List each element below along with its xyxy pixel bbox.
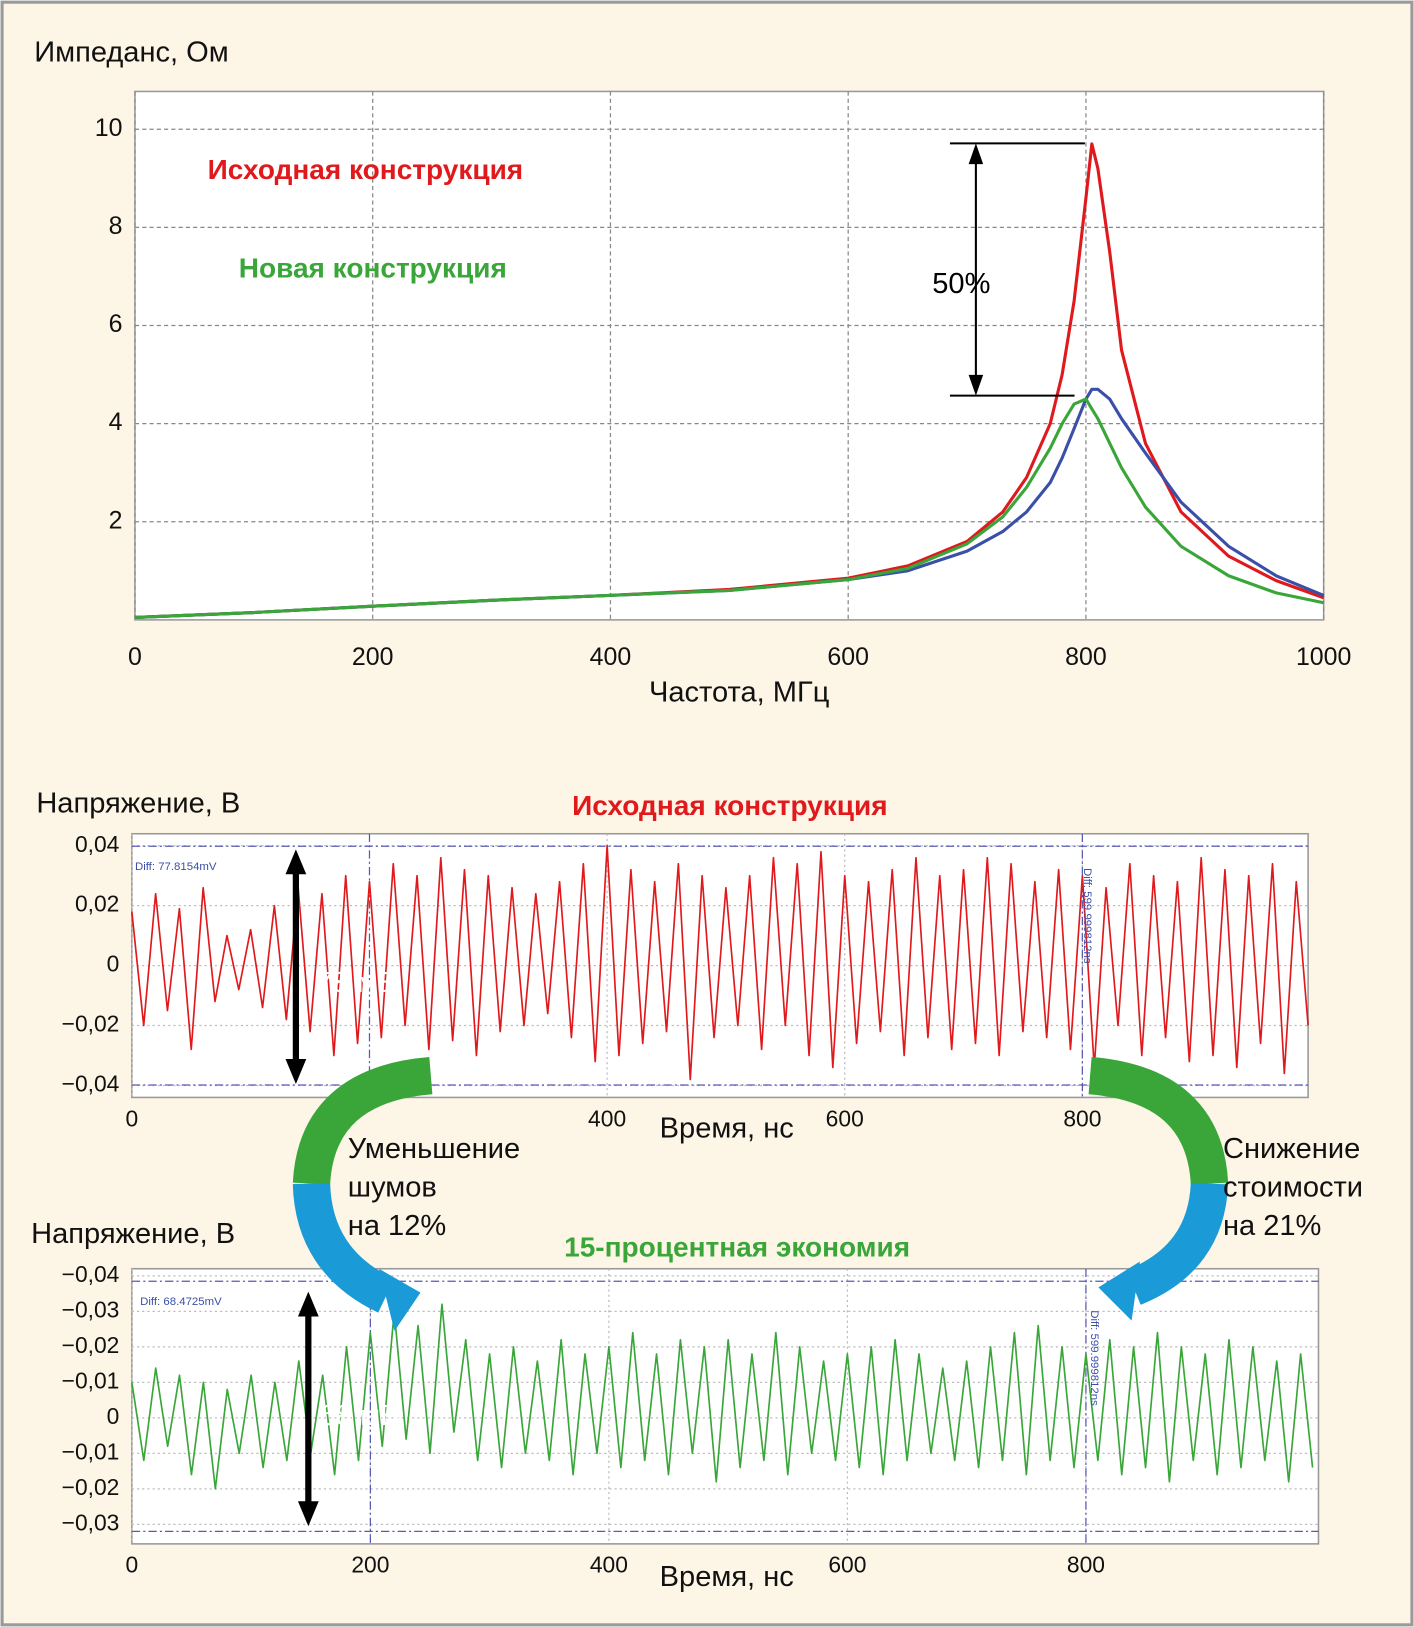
- plot-area: [134, 90, 1325, 621]
- x-tick-label: 200: [352, 643, 394, 671]
- x-tick-label: 400: [590, 643, 632, 671]
- y-tick-label: 10: [95, 114, 123, 142]
- x-tick-label: 600: [826, 1105, 864, 1131]
- y-tick-label: 8: [109, 212, 123, 240]
- y-tick-label: −0,04: [62, 1070, 120, 1096]
- annotation: Diff: 599.999812ns: [1088, 1310, 1100, 1406]
- y-tick-label: 6: [109, 310, 123, 338]
- x-tick-label: 1000: [1296, 643, 1351, 671]
- x-tick-label: 0: [125, 1105, 138, 1131]
- arrow-head: [968, 143, 984, 165]
- curved-arrow: [1088, 1057, 1229, 1186]
- x-tick-label: 800: [1065, 643, 1107, 671]
- y-tick-label: −0,03: [62, 1296, 120, 1322]
- legend-label: Новая конструкция: [239, 252, 507, 283]
- arrow-note: на 12%: [348, 1210, 446, 1242]
- arrow-head: [285, 849, 307, 875]
- x-tick-label: 800: [1063, 1105, 1101, 1131]
- y-tick-label: −0,01: [62, 1438, 120, 1464]
- curved-arrow: [292, 1182, 395, 1313]
- y-tick-label: −0,02: [62, 1011, 120, 1037]
- chart: −0,04−0,03−0,02−0,010−0,01−0,02−0,030 200…: [31, 1218, 1320, 1593]
- y-tick-label: 0: [107, 951, 120, 977]
- arrow-note: стоимости: [1223, 1171, 1363, 1203]
- arrow-head: [968, 374, 984, 396]
- arrow-head: [297, 1291, 319, 1317]
- x-tick-label: 600: [827, 643, 869, 671]
- y-tick-label: 0,02: [75, 891, 119, 917]
- arrow-note: шумов: [348, 1171, 437, 1203]
- data-line: [131, 1303, 1314, 1490]
- arrow-head: [378, 1268, 421, 1332]
- x-tick-label: 400: [590, 1552, 628, 1578]
- x-axis-label: Время, нс: [660, 1561, 794, 1593]
- arrow-head: [297, 1501, 319, 1527]
- annotation: Diff: 77.8154mV: [135, 861, 217, 873]
- x-tick-label: 0: [125, 1552, 138, 1578]
- x-axis-label: Время, нс: [660, 1112, 794, 1144]
- arrow-note: Уменьшение: [348, 1133, 520, 1165]
- charts: 2 4 6 8 10 0 200 400 600 800 1000 Исходная конструк…: [31, 37, 1351, 1593]
- x-tick-label: 200: [351, 1552, 389, 1578]
- annotation: Diff: 599.999812ns: [1081, 868, 1093, 964]
- annotation: 78 мВ: [317, 967, 397, 999]
- y-tick-label: 0: [107, 1403, 120, 1429]
- x-axis-label: Частота, МГц: [649, 676, 829, 708]
- annotation: 68 мВ: [320, 1400, 400, 1432]
- y-tick-label: −0,02: [62, 1332, 120, 1358]
- decorations: [285, 142, 1229, 1527]
- plot-area: [131, 1267, 1320, 1545]
- arrow-head: [1098, 1261, 1140, 1321]
- annotation: 50%: [932, 268, 990, 300]
- annotation: Diff: 68.4725mV: [140, 1296, 222, 1308]
- arrow-head: [285, 1059, 307, 1084]
- x-tick-label: 400: [588, 1105, 626, 1131]
- y-tick-label: 2: [109, 506, 123, 534]
- arrow-note: Снижение: [1223, 1133, 1360, 1165]
- y-axis-label: Напряжение, В: [31, 1218, 235, 1250]
- y-tick-label: −0,03: [62, 1509, 120, 1535]
- y-axis-label: Напряжение, В: [36, 787, 240, 819]
- curved-arrow: [292, 1057, 433, 1186]
- y-tick-label: −0,02: [62, 1474, 120, 1500]
- x-tick-label: 600: [828, 1552, 866, 1578]
- chart-title: Исходная конструкция: [572, 790, 888, 821]
- x-tick-label: 0: [128, 643, 142, 671]
- y-tick-label: 4: [109, 408, 123, 436]
- y-tick-label: −0,01: [62, 1367, 120, 1393]
- data-line: [134, 397, 1324, 619]
- arrow-note: на 21%: [1223, 1210, 1321, 1242]
- y-tick-label: 0,04: [75, 831, 120, 857]
- y-tick-label: −0,04: [62, 1261, 120, 1287]
- curved-arrow: [1126, 1182, 1229, 1305]
- y-axis-label: Импеданс, Ом: [34, 37, 228, 69]
- chart: 2 4 6 8 10 0 200 400 600 800 1000 Исходная конструк…: [34, 37, 1351, 709]
- data-line: [131, 844, 1309, 1081]
- x-tick-label: 800: [1067, 1552, 1105, 1578]
- chart-title: 15-процентная экономия: [564, 1231, 910, 1262]
- legend-label: Исходная конструкция: [208, 154, 524, 185]
